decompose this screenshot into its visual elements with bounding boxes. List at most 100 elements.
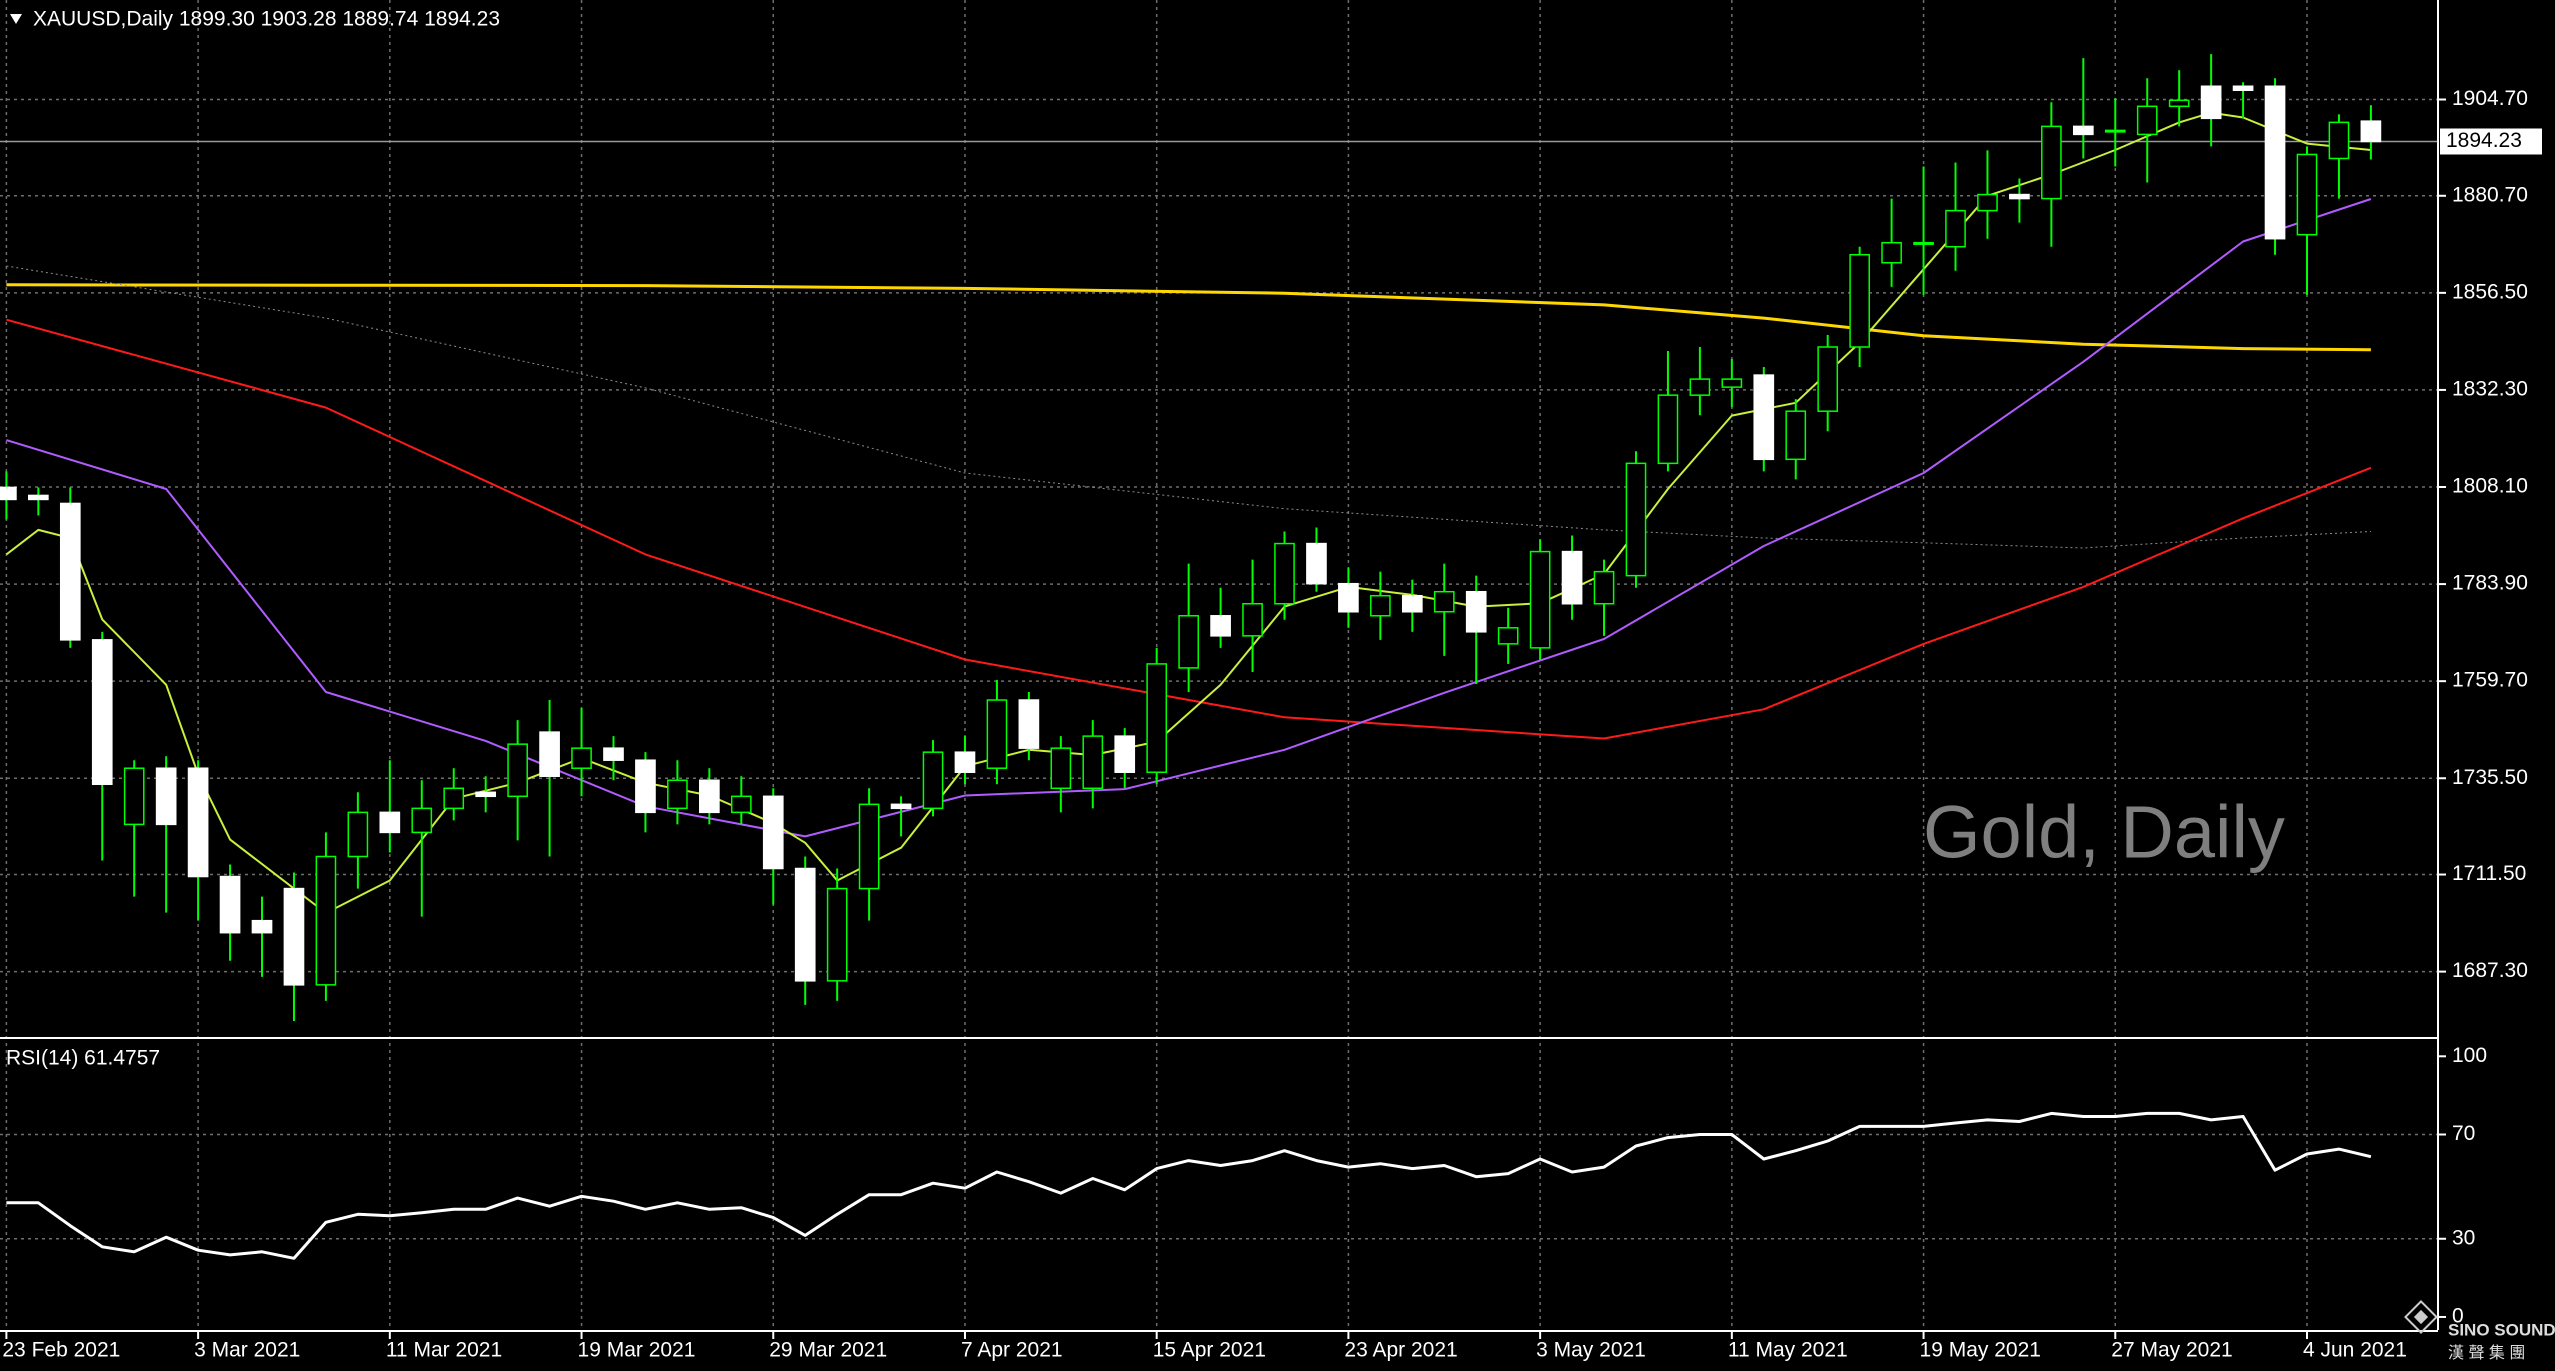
- x-tick-label: 19 May 2021: [1920, 1339, 2041, 1362]
- moving-average-line: [6, 198, 2372, 838]
- candle-body: [187, 767, 209, 878]
- candle-body: [59, 502, 81, 641]
- candle-body: [2328, 121, 2350, 160]
- candle-body: [922, 751, 944, 810]
- moving-average-line: [6, 265, 2371, 549]
- candle-body: [1817, 346, 1839, 412]
- candle-body: [1338, 582, 1359, 613]
- candle-body: [1977, 193, 1998, 212]
- candle-body: [1306, 542, 1327, 585]
- logo-name: SINO SOUND: [2448, 1320, 2555, 1339]
- y-tick-label: 1711.50: [2452, 862, 2526, 885]
- candle-body: [1945, 209, 1966, 248]
- candle-body: [1433, 590, 1455, 613]
- candle-body: [1689, 378, 1711, 396]
- y-tick-label: 1687.30: [2452, 959, 2528, 982]
- candle-body: [2296, 153, 2318, 236]
- candle-body: [28, 494, 49, 501]
- candle-body: [667, 779, 688, 810]
- y-tick-label: 1880.70: [2452, 183, 2528, 206]
- candle-body: [1210, 615, 1231, 637]
- candle-body: [2264, 85, 2286, 240]
- candle-body: [762, 795, 784, 870]
- candle-body: [379, 811, 401, 834]
- candle-body: [1242, 602, 1263, 637]
- candle-body: [1082, 735, 1104, 790]
- y-tick-label: 100: [2452, 1044, 2487, 1067]
- moving-average-line: [6, 283, 2371, 352]
- candle-body: [1785, 410, 1807, 461]
- candle-body: [2041, 125, 2062, 200]
- chart-title: XAUUSD,Daily 1899.30 1903.28 1889.74 189…: [33, 8, 500, 31]
- bid-label-box: [2440, 128, 2542, 155]
- candle-body: [635, 759, 656, 814]
- candle-body: [507, 743, 528, 798]
- candle-body: [123, 767, 145, 826]
- candle-body: [1370, 594, 1391, 617]
- rsi-line: [6, 1111, 2372, 1260]
- candle-body: [2232, 85, 2254, 92]
- y-tick-label: 1783.90: [2452, 572, 2528, 595]
- y-tick-label: 1904.70: [2452, 87, 2528, 110]
- x-tick-label: 23 Feb 2021: [2, 1339, 120, 1362]
- y-tick-label: 0: [2452, 1305, 2464, 1328]
- candle-body: [1114, 735, 1136, 773]
- candle-body: [1625, 462, 1647, 577]
- candles-layer: [0, 54, 2382, 1021]
- candle-body: [603, 747, 624, 761]
- bid-label: 1894.23: [2446, 129, 2522, 152]
- candle-body: [443, 787, 465, 810]
- candle-body: [1274, 542, 1295, 605]
- menu-triangle[interactable]: [10, 14, 22, 24]
- candle-body: [251, 919, 273, 934]
- candle-body: [475, 791, 497, 798]
- logo-backdrop: [2444, 1318, 2555, 1368]
- y-tick-label: 1759.70: [2452, 669, 2528, 692]
- candle-body: [1721, 378, 1743, 388]
- grid-layer: [0, 0, 2438, 1330]
- candle-body: [91, 639, 113, 786]
- x-tick-label: 15 Apr 2021: [1153, 1339, 1266, 1362]
- candle-body: [1657, 394, 1679, 465]
- candle-body: [411, 807, 433, 834]
- candle-body: [699, 779, 720, 814]
- candle-body: [1561, 550, 1583, 605]
- candle-body: [1146, 663, 1168, 773]
- candle-body: [0, 486, 17, 501]
- x-tick-label: 27 May 2021: [2111, 1339, 2232, 1362]
- candle-body: [219, 875, 241, 934]
- candle-body: [730, 795, 752, 814]
- candle-body: [2200, 85, 2222, 120]
- x-tick-label: 29 Mar 2021: [769, 1339, 887, 1362]
- candle-body: [2168, 99, 2190, 108]
- candle-body: [2360, 120, 2382, 143]
- candle-body: [1178, 615, 1199, 669]
- candle-body: [2136, 105, 2158, 136]
- x-tick-label: 3 Mar 2021: [194, 1339, 300, 1362]
- moving-average-line: [6, 318, 2372, 740]
- candle-body: [794, 867, 816, 982]
- x-tick-label: 19 Mar 2021: [578, 1339, 696, 1362]
- y-tick-label: 1856.50: [2452, 280, 2528, 303]
- x-tick-label: 11 Mar 2021: [386, 1339, 502, 1362]
- x-tick-label: 3 May 2021: [1536, 1339, 1646, 1362]
- candle-body: [1881, 241, 1902, 264]
- candle-body: [954, 751, 976, 773]
- candle-body: [2009, 193, 2030, 200]
- candle-body: [2104, 129, 2126, 133]
- candle-body: [1529, 550, 1551, 649]
- candle-body: [347, 811, 369, 858]
- logo: SINO SOUND 漢 聲 集 團: [2404, 1300, 2555, 1368]
- y-tick-label: 1735.50: [2452, 766, 2528, 789]
- candle-body: [826, 887, 848, 982]
- candle-body: [315, 855, 337, 986]
- x-tick-label: 23 Apr 2021: [1344, 1339, 1457, 1362]
- logo-subtitle: 漢 聲 集 團: [2448, 1344, 2525, 1362]
- candle-body: [1753, 374, 1775, 461]
- y-tick-label: 70: [2452, 1122, 2475, 1145]
- x-tick-label: 11 May 2021: [1728, 1339, 1848, 1362]
